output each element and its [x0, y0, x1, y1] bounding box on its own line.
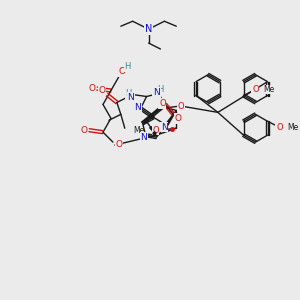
Text: O: O: [81, 126, 88, 135]
Polygon shape: [150, 127, 157, 135]
Text: Me: Me: [287, 123, 298, 132]
Text: N: N: [145, 24, 152, 34]
Text: N: N: [140, 133, 147, 142]
Text: O: O: [159, 99, 166, 108]
Text: N: N: [153, 88, 160, 97]
Polygon shape: [165, 110, 176, 126]
Text: H: H: [157, 85, 164, 94]
Text: O: O: [152, 126, 159, 135]
Text: N: N: [128, 93, 134, 102]
Text: Me: Me: [133, 126, 145, 135]
Text: O: O: [252, 85, 259, 94]
Text: H: H: [124, 62, 131, 71]
Text: O: O: [118, 67, 125, 76]
Text: O: O: [175, 114, 182, 123]
Text: O: O: [276, 123, 283, 132]
Text: O: O: [98, 86, 106, 95]
Text: H: H: [126, 89, 132, 98]
Text: Me: Me: [263, 85, 274, 94]
Text: O: O: [115, 140, 122, 148]
Text: N: N: [134, 103, 141, 112]
Text: O: O: [178, 102, 184, 111]
Text: N: N: [161, 123, 168, 132]
Text: O: O: [88, 84, 96, 93]
